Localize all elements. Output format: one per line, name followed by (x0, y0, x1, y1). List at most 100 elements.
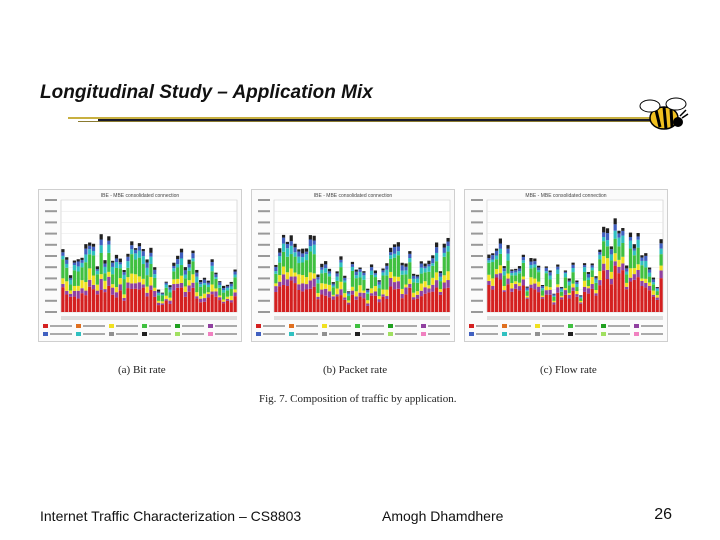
bar-segment (88, 279, 92, 287)
bar-segment (293, 256, 297, 273)
legend-label (476, 325, 498, 327)
bar-segment (195, 269, 199, 273)
bar-segment (498, 273, 503, 280)
bar-segment (575, 294, 579, 297)
bar-segment (327, 276, 332, 285)
bar-segment (218, 300, 222, 312)
bar-segment (149, 285, 153, 290)
bar-segment (613, 253, 617, 262)
bar-segment (343, 297, 347, 300)
bar-segment (339, 295, 343, 312)
bar-segment (76, 261, 80, 267)
bar-segment (84, 281, 88, 291)
bar-segment (126, 288, 130, 312)
packet-rate-chart: IBE - MBE consolidated connection (251, 189, 455, 342)
legend-label (116, 325, 138, 327)
bar-segment (65, 267, 69, 282)
bar-segment (544, 286, 548, 291)
bar-segment (304, 284, 309, 290)
legend-swatch (535, 332, 540, 336)
bar-segment (91, 250, 96, 256)
bar-segment (126, 277, 130, 283)
bar-segment (122, 270, 126, 273)
bar-segment (594, 277, 598, 280)
bar-segment (172, 262, 176, 266)
bar-segment (225, 296, 230, 299)
bar-segment (316, 299, 320, 312)
legend-swatch (568, 332, 573, 336)
bar-segment (103, 280, 107, 290)
bar-segment (514, 281, 518, 285)
bar-segment (214, 274, 218, 278)
bar-segment (65, 263, 69, 268)
bar-segment (385, 269, 389, 276)
bar-segment (632, 250, 636, 256)
bar-segment (285, 241, 290, 245)
legend-swatch (568, 324, 573, 328)
legend-swatch (322, 332, 327, 336)
bar-segment (278, 256, 282, 263)
bar-segment (172, 284, 176, 291)
bar-segment (434, 247, 439, 253)
bar-segment (95, 294, 99, 312)
bar-segment (567, 285, 571, 293)
bar-segment (521, 260, 525, 263)
bar-segment (191, 261, 195, 275)
legend-label (50, 325, 72, 327)
bar-segment (183, 296, 187, 312)
bar-segment (327, 268, 332, 272)
bar-segment (312, 240, 316, 245)
bar-segment (308, 235, 312, 240)
bar-segment (225, 287, 230, 291)
bar-segment (358, 271, 362, 278)
bar-segment (316, 279, 320, 284)
bar-segment (304, 248, 309, 252)
bar-segment (586, 293, 591, 312)
bar-segment (358, 277, 362, 286)
bar-segment (278, 281, 282, 287)
bar-segment (233, 274, 237, 278)
bar-segment (396, 288, 400, 312)
bar-segment (552, 296, 556, 301)
bar-segment (537, 272, 541, 282)
bar-segment (510, 270, 514, 273)
bar-segment (621, 230, 625, 236)
bar-segment (487, 284, 491, 312)
legend-label (428, 333, 450, 335)
bar-segment (582, 280, 587, 287)
bar-segment (373, 286, 378, 292)
bar-segment (586, 288, 591, 294)
bar-segment (598, 280, 602, 286)
bar-segment (191, 287, 195, 312)
bar-segment (404, 284, 408, 288)
bar-segment (335, 296, 339, 312)
legend-label (476, 333, 498, 335)
bar-segment (80, 288, 84, 294)
bar-segment (590, 267, 594, 271)
bar-segment (281, 237, 286, 244)
bar-segment (358, 285, 362, 293)
bar-segment (99, 234, 103, 240)
bar-segment (72, 296, 77, 312)
bar-segment (358, 292, 362, 297)
bar-segment (517, 290, 522, 312)
bar-segment (107, 271, 111, 277)
legend-label (329, 333, 351, 335)
bar-segment (609, 254, 613, 261)
bar-segment (644, 278, 648, 283)
bar-segment (559, 297, 564, 300)
bar-segment (369, 267, 374, 271)
legend-swatch (502, 332, 507, 336)
bar-segment (312, 244, 316, 255)
bar-segment (331, 282, 335, 284)
bar-segment (107, 285, 111, 312)
bar-segment (343, 282, 347, 294)
bar-segment (335, 273, 339, 277)
bar-segment (133, 283, 138, 289)
bar-segment (76, 259, 80, 262)
bar-segment (613, 238, 617, 254)
bar-segment (510, 269, 514, 271)
y-tick-mark (258, 299, 270, 302)
y-tick-mark (258, 255, 270, 257)
bar-segment (61, 259, 65, 279)
